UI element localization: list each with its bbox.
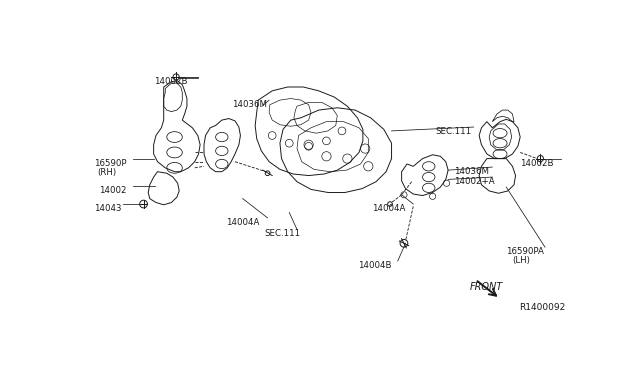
Text: R1400092: R1400092 bbox=[520, 302, 566, 312]
Text: SEC.111: SEC.111 bbox=[264, 230, 301, 238]
Text: 14043: 14043 bbox=[94, 204, 122, 213]
Text: 14004A: 14004A bbox=[372, 204, 406, 213]
Text: 14002B: 14002B bbox=[154, 77, 187, 86]
Text: 14004A: 14004A bbox=[226, 218, 259, 227]
Text: 14036M: 14036M bbox=[232, 100, 267, 109]
Text: 14002+A: 14002+A bbox=[454, 177, 494, 186]
Text: FRONT: FRONT bbox=[470, 282, 503, 292]
Text: 14004B: 14004B bbox=[358, 261, 392, 270]
Text: 14036M: 14036M bbox=[454, 167, 488, 176]
Text: (LH): (LH) bbox=[513, 256, 531, 265]
Text: 16590PA: 16590PA bbox=[506, 247, 544, 256]
Text: 14002: 14002 bbox=[99, 186, 127, 195]
Text: 16590P: 16590P bbox=[94, 158, 127, 168]
Text: 14002B: 14002B bbox=[520, 158, 554, 168]
Text: (RH): (RH) bbox=[97, 168, 116, 177]
Text: SEC.111: SEC.111 bbox=[436, 127, 472, 136]
